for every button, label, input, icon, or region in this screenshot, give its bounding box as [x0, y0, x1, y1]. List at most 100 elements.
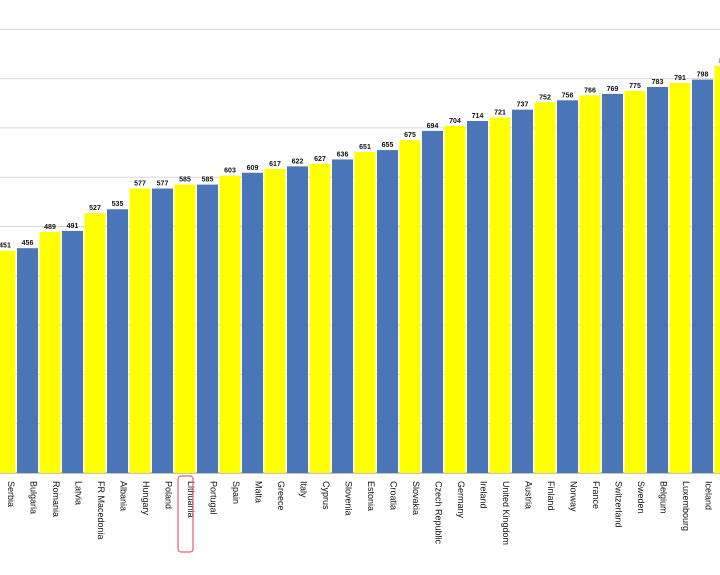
bar-belgium [647, 86, 668, 473]
data-label-fr-macedonia: 527 [89, 205, 101, 212]
category-label-italy: Italy [299, 481, 309, 498]
data-label-latvia: 491 [67, 223, 79, 230]
data-label-serbia: 451 [0, 243, 11, 250]
bar-sweden [624, 90, 646, 474]
category-label-united-kingdom: United Kingdom [501, 481, 511, 545]
bar-fr-macedonia [84, 213, 106, 473]
data-label-austria: 737 [517, 102, 529, 109]
data-label-portugal: 585 [202, 177, 214, 184]
data-label-lithuania: 585 [179, 177, 191, 184]
bar-poland [152, 188, 173, 473]
data-label-poland: 577 [157, 181, 169, 188]
bar-malta [242, 172, 263, 473]
bar-romania [39, 231, 61, 473]
bar-hungary [129, 188, 151, 473]
data-label-slovenia: 636 [337, 151, 349, 158]
category-label-luxembourg: Luxembourg [681, 481, 691, 531]
data-label-ireland: 714 [472, 113, 484, 120]
data-label-france: 766 [584, 87, 596, 94]
bar-france [579, 95, 601, 473]
bar-austria [512, 109, 533, 473]
category-label-latvia: Latvia [74, 481, 84, 505]
category-label-malta: Malta [254, 481, 264, 503]
data-label-switzerland: 769 [607, 86, 619, 93]
bar-bulgaria [17, 248, 38, 473]
bar-croatia [377, 150, 398, 473]
bar-czech-republic [422, 130, 443, 473]
category-label-cyprus: Cyprus [321, 481, 331, 510]
category-label-france: France [591, 481, 601, 509]
category-label-poland: Poland [164, 481, 174, 509]
category-label-finland: Finland [546, 481, 556, 511]
bar-ireland [467, 120, 488, 474]
category-label-norway: Norway [569, 481, 579, 512]
data-label-albania: 535 [112, 201, 124, 208]
category-label-hungary: Hungary [141, 481, 151, 516]
data-label-spain: 603 [224, 168, 236, 175]
bars [0, 65, 720, 474]
data-label-germany: 704 [449, 118, 461, 125]
category-label-croatia: Croatia [389, 481, 399, 510]
data-label-sweden: 775 [629, 83, 641, 90]
bar-lithuania [174, 184, 196, 473]
bar-portugal [197, 184, 218, 473]
data-labels: 451 456 489 491 527 535 577 577 585 585 603 609 617 6… [0, 58, 720, 250]
data-label-cyprus: 627 [314, 156, 326, 163]
bar-luxembourg [669, 83, 691, 474]
data-label-romania: 489 [44, 224, 56, 231]
bar-latvia [62, 230, 83, 473]
data-label-croatia: 655 [382, 142, 394, 149]
data-label-italy: 622 [292, 158, 304, 165]
bar-spain [219, 175, 241, 473]
category-label-bulgaria: Bulgaria [29, 481, 39, 514]
category-label-czech-republic: Czech Republic [434, 481, 444, 545]
bar-albania [107, 209, 128, 473]
bar-italy [287, 166, 308, 473]
category-label-albania: Albania [119, 481, 129, 511]
category-label-greece: Greece [276, 481, 286, 511]
data-label-estonia: 651 [359, 144, 371, 151]
bar-serbia [0, 250, 16, 473]
bar-iceland [692, 79, 713, 473]
data-label-hungary: 577 [134, 181, 146, 188]
bar-united-kingdom [489, 117, 511, 473]
category-label-belgium: Belgium [659, 481, 669, 514]
data-label-united-kingdom: 721 [494, 110, 506, 117]
bar-cyprus [309, 163, 331, 473]
data-label-bulgaria: 456 [22, 240, 34, 247]
bar-estonia [354, 152, 376, 473]
data-label-finland: 752 [539, 94, 551, 101]
category-label-ireland: Ireland [479, 481, 489, 509]
bar-germany [444, 125, 466, 473]
data-label-luxembourg: 791 [674, 75, 686, 82]
category-label-slovakia: Slovakia [411, 481, 421, 515]
category-label-romania: Romania [51, 481, 61, 517]
bar-denmark [714, 65, 720, 474]
bar-norway [557, 100, 578, 474]
category-label-switzerland: Switzerland [614, 481, 624, 528]
bar-finland [534, 102, 556, 473]
data-label-malta: 609 [247, 165, 259, 172]
highlight-box [177, 475, 194, 553]
category-label-portugal: Portugal [209, 481, 219, 515]
data-label-belgium: 783 [652, 79, 664, 86]
highlight-box-group [177, 475, 194, 553]
category-label-iceland: Iceland [704, 481, 714, 510]
data-label-czech-republic: 694 [427, 123, 439, 130]
data-label-greece: 617 [269, 161, 281, 168]
category-label-austria: Austria [524, 481, 534, 509]
category-label-serbia: Serbia [6, 481, 16, 507]
category-label-slovenia: Slovenia [344, 481, 354, 516]
data-label-slovakia: 675 [404, 132, 416, 139]
bar-greece [264, 168, 286, 473]
category-labels: Serbia Bulgaria Romania Latvia FR Macedonia A… [6, 481, 714, 545]
category-label-lithuania: Lithuania [186, 481, 196, 518]
data-label-iceland: 798 [697, 72, 709, 79]
bar-slovakia [399, 140, 421, 473]
bar-switzerland [602, 93, 623, 474]
data-label-norway: 756 [562, 92, 574, 99]
bar-slovenia [332, 159, 353, 473]
category-label-fr-macedonia: FR Macedonia [96, 481, 106, 540]
category-label-germany: Germany [456, 481, 466, 519]
